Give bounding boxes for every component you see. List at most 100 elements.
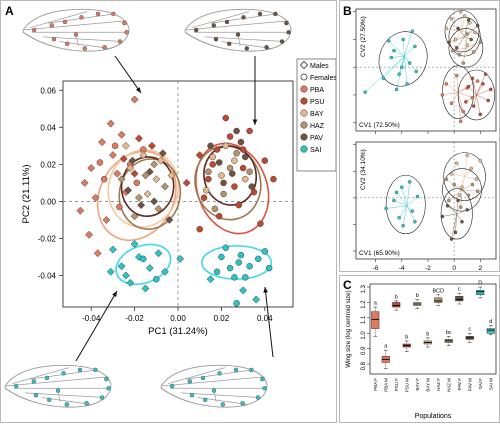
wing-top-right-vein xyxy=(185,20,289,31)
point-psu-male xyxy=(134,134,143,143)
wing-bottom-left-landmark xyxy=(31,379,36,384)
cv-bottom-x-tick-label: 2 xyxy=(478,265,482,271)
point-psu-female xyxy=(270,175,277,183)
cv-top-point-sai xyxy=(386,39,391,43)
point-sai-male xyxy=(239,286,248,295)
cv-bottom-x-tick-label: -4 xyxy=(399,265,405,271)
box-y-tick-label: 1.0 xyxy=(361,331,367,340)
cv-top-point-bay xyxy=(444,26,449,31)
y-tick-label: -0.02 xyxy=(38,234,57,243)
cv-top-spoke-bay xyxy=(460,11,463,32)
cv-top-point-sai xyxy=(363,90,367,94)
cv-top-point-pav xyxy=(469,37,473,42)
box-significance-letter: d xyxy=(489,319,492,325)
wing-top-left-landmark xyxy=(51,37,57,42)
panel-a-letter: A xyxy=(5,4,14,18)
box-significance-letter: b xyxy=(395,294,398,300)
cv-top-spoke-psu xyxy=(473,94,477,107)
cv-top-spoke-sai xyxy=(383,55,405,79)
y-tick-label: 0.00 xyxy=(40,197,56,206)
wing-top-right xyxy=(184,8,292,52)
wing-top-left-landmark xyxy=(124,30,129,35)
x-axis-label: PC1 (31.24%) xyxy=(148,326,208,337)
point-psu-female xyxy=(196,225,203,233)
cv-bottom-point-haz xyxy=(466,193,471,197)
box-sai xyxy=(486,328,495,334)
x-tick-label: -0.02 xyxy=(125,314,144,323)
cv-top-ellipse-haz xyxy=(448,28,484,68)
cv-top-x-axis-label: CV1 (72.50%) xyxy=(359,122,400,129)
point-pba-male xyxy=(106,119,115,128)
cv-bottom-point-sai xyxy=(407,180,412,184)
cv-bottom-spoke-haz xyxy=(460,189,463,208)
cv-bottom-point-sai xyxy=(400,185,404,189)
cv-top-point-sai xyxy=(405,82,409,86)
wing-top-left xyxy=(22,8,130,52)
wing-bottom-right-landmark xyxy=(220,402,225,407)
box-significance-letter: b xyxy=(405,334,408,340)
wing-bottom-left-landmark xyxy=(93,367,98,373)
box-y-tick-label: 1.3 xyxy=(361,284,367,293)
point-sai-male xyxy=(117,262,126,271)
point-haz-female xyxy=(226,164,234,172)
cv-bottom-spoke-bay xyxy=(456,163,465,177)
wing-top-left-landmark xyxy=(102,45,107,50)
arrow-head xyxy=(263,287,268,293)
wing-bottom-right-landmark xyxy=(211,388,217,393)
cv-bottom-point-pav xyxy=(445,204,450,208)
box-x-tick-label: HAZ F xyxy=(436,378,441,391)
cv-bottom-spoke-haz xyxy=(461,189,478,192)
wing-bottom-left-landmark xyxy=(64,402,69,407)
cv-top-spoke-psu xyxy=(468,86,477,96)
cv-top-point-sai xyxy=(413,44,417,49)
legend-label: PBA xyxy=(310,87,324,94)
wing-bottom-right-landmark xyxy=(262,386,267,391)
cv-bottom-ellipse-sai xyxy=(385,174,426,235)
box-significance-letter: c xyxy=(468,327,471,333)
cv-bottom-point-sai xyxy=(415,194,420,199)
y-tick-label: 0.04 xyxy=(40,123,56,132)
point-psu-female xyxy=(231,183,238,190)
cv-top-point-bay xyxy=(449,16,454,21)
point-haz-male xyxy=(150,160,159,169)
cv-top-point-psu xyxy=(483,72,488,76)
box-y-axis-label: Wing size (log centroid size) xyxy=(345,290,352,367)
cv-top-point-bay xyxy=(458,10,463,14)
point-bay-male xyxy=(121,141,130,150)
wing-bottom-left-landmark xyxy=(99,395,105,400)
box-pba xyxy=(371,311,380,329)
box-significance-letter: b xyxy=(416,293,419,299)
point-pba-female xyxy=(100,175,108,183)
cv-top-y-axis-label: CV2 (27.50%) xyxy=(360,16,367,57)
box-significance-letter: bc xyxy=(446,330,452,336)
point-sai-male xyxy=(252,295,261,304)
wing-top-right-landmark xyxy=(284,20,289,26)
cv-bottom-point-bay xyxy=(474,177,479,181)
cv-top-point-psu xyxy=(478,112,483,117)
cv-top-point-pav xyxy=(475,23,480,28)
cv-bottom-point-haz xyxy=(444,177,449,181)
legend-label: Females xyxy=(310,75,336,82)
cv-top-spoke-pba xyxy=(446,83,459,93)
wing-bottom-left-landmark xyxy=(55,388,61,393)
point-pav-female xyxy=(220,179,227,187)
cv-top-point-sai xyxy=(397,72,401,76)
point-psu-female xyxy=(257,220,264,227)
box-significance-letter: a xyxy=(384,344,388,350)
box-y-tick-label: 0.8 xyxy=(361,361,367,370)
box-psu xyxy=(392,302,401,308)
wing-top-left-landmark xyxy=(79,15,84,20)
point-bay-female xyxy=(222,142,229,150)
point-psu-male xyxy=(130,169,139,178)
box-x-axis-label: Populations xyxy=(415,413,452,420)
wing-bottom-right-vein xyxy=(161,376,265,387)
point-pba-male xyxy=(108,151,117,160)
cv-bottom-ellipse-pav xyxy=(440,188,473,240)
cv-top-point-pba xyxy=(444,82,449,86)
point-bay-female xyxy=(202,187,210,194)
box-significance-letter: D xyxy=(478,281,482,287)
point-sai-female xyxy=(153,275,160,283)
cv-bottom-point-sai xyxy=(410,209,415,213)
cv-top-point-haz xyxy=(472,50,476,54)
cv-bottom-spoke-pav xyxy=(451,213,457,240)
